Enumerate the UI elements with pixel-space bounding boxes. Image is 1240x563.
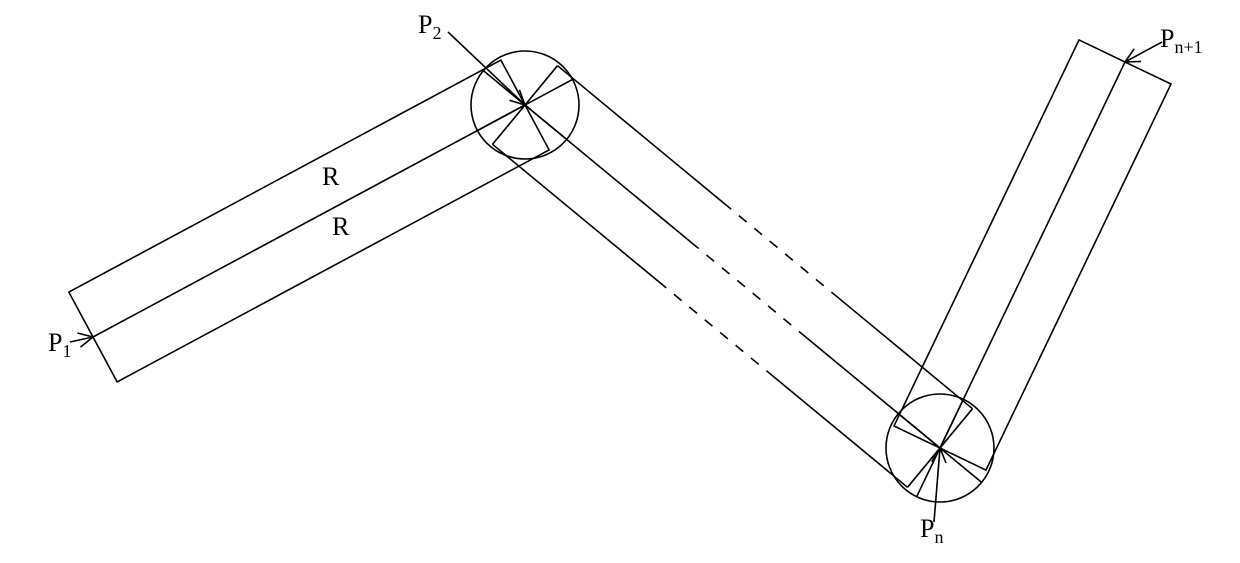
label-p1: P1 [48,328,71,362]
label-pn1-sub: n+1 [1174,37,1202,57]
label-p1-base: P [48,328,62,357]
diagram-canvas [0,0,1240,563]
label-p1-sub: 1 [62,341,71,361]
label-pn-sub: n [934,527,943,547]
label-r-upper: R [322,162,339,192]
label-r-lower: R [332,212,349,242]
label-pn1: Pn+1 [1160,24,1203,58]
label-p2: P2 [418,10,441,44]
label-pn-base: P [920,514,934,543]
label-pn: Pn [920,514,943,548]
label-p2-sub: 2 [432,23,441,43]
label-p2-base: P [418,10,432,39]
label-pn1-base: P [1160,24,1174,53]
